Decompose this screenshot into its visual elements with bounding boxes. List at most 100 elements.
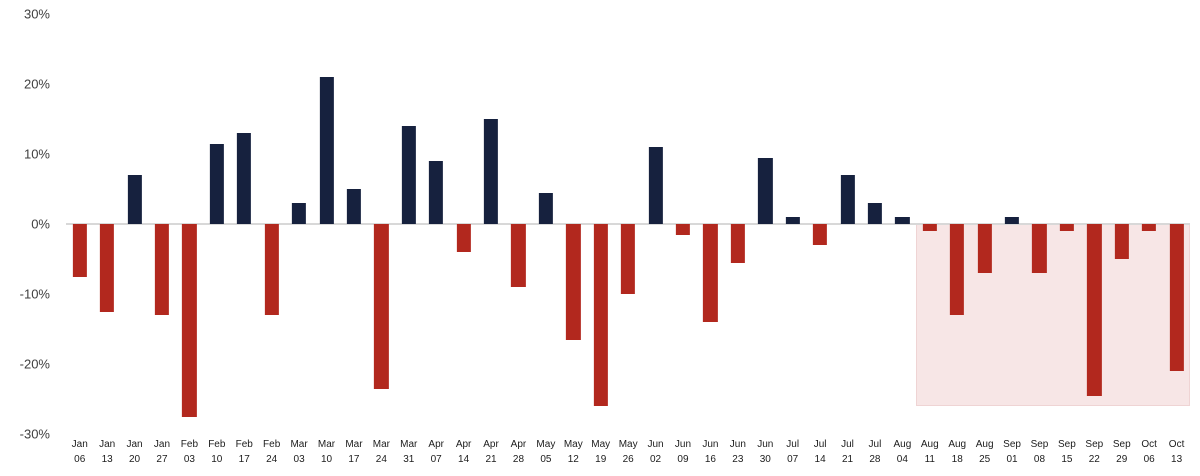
y-tick-label: 20% — [23, 76, 50, 92]
x-tick-label: Sep 22 — [1085, 439, 1104, 465]
bar — [1169, 224, 1184, 371]
bars — [66, 14, 1190, 434]
x-tick-label: May 05 — [536, 439, 556, 465]
bar — [374, 224, 389, 389]
bar-cell — [806, 14, 833, 434]
bar-cell — [121, 14, 148, 434]
bar-cell — [1163, 14, 1190, 434]
plot-area — [66, 14, 1190, 434]
bar-cell — [66, 14, 93, 434]
bar-cell — [834, 14, 861, 434]
bar — [237, 133, 252, 224]
bar-cell — [779, 14, 806, 434]
bar-cell — [642, 14, 669, 434]
bar-cell — [587, 14, 614, 434]
bar — [1087, 224, 1102, 396]
x-tick-label: Sep 01 — [1003, 439, 1021, 465]
x-tick-label: Aug 25 — [975, 439, 994, 465]
bar-cell — [258, 14, 285, 434]
bar — [1142, 224, 1157, 231]
bar — [1114, 224, 1129, 259]
bar-cell — [889, 14, 916, 434]
bar-cell — [450, 14, 477, 434]
x-tick-label: Jun 09 — [674, 439, 692, 465]
bar-cell — [368, 14, 395, 434]
y-tick-label: 0% — [31, 216, 50, 232]
y-tick-label: -30% — [19, 426, 50, 442]
x-tick-label: May 26 — [618, 439, 638, 465]
x-tick-label: May 19 — [591, 439, 611, 465]
x-tick-label: Jan 13 — [99, 439, 116, 465]
bar — [621, 224, 636, 294]
bar — [867, 203, 883, 224]
x-tick-label: Jan 20 — [126, 439, 143, 465]
bar-cell — [560, 14, 587, 434]
bar — [895, 217, 910, 224]
x-tick-label: Feb 24 — [263, 439, 281, 465]
x-tick-label: Apr 21 — [483, 439, 499, 465]
x-tick-label: Jan 27 — [153, 439, 171, 465]
bar — [977, 224, 992, 273]
x-tick-label: Mar 10 — [317, 439, 336, 465]
bar — [703, 224, 718, 322]
y-tick-label: 30% — [23, 6, 50, 22]
bar-cell — [861, 14, 888, 434]
y-tick-label: -10% — [19, 286, 50, 302]
x-tick-label: Mar 24 — [372, 439, 390, 465]
x-tick-label: Feb 17 — [235, 439, 253, 465]
bar — [127, 175, 142, 224]
bar — [182, 224, 197, 417]
bar-cell — [724, 14, 751, 434]
bar — [675, 224, 691, 235]
bar-cell — [148, 14, 175, 434]
x-tick-label: Apr 07 — [428, 439, 444, 465]
bar — [538, 192, 553, 224]
x-tick-label: Sep 15 — [1058, 439, 1076, 465]
bar-cell — [752, 14, 779, 434]
x-tick-label: Aug 04 — [893, 439, 912, 465]
x-tick-label: Sep 08 — [1030, 439, 1049, 465]
bar — [401, 126, 416, 224]
bar — [209, 143, 224, 224]
bar-cell — [203, 14, 230, 434]
bar — [1004, 217, 1020, 224]
bar-cell — [614, 14, 641, 434]
x-tick-label: May 12 — [563, 439, 583, 465]
x-tick-label: Jul 07 — [786, 439, 800, 465]
bar — [566, 224, 581, 340]
bar — [730, 224, 745, 263]
x-tick-label: Jul 14 — [813, 439, 827, 465]
bar-cell — [285, 14, 312, 434]
bar-cell — [1081, 14, 1108, 434]
bar — [648, 147, 663, 224]
bar-cell — [313, 14, 340, 434]
x-axis: Jan 06 Jan 13 Jan 20 Jan 27 Feb 03 Feb 10 Feb 17 Feb 24… — [66, 438, 1190, 467]
x-tick-label: Jul 21 — [841, 439, 854, 465]
bar — [511, 224, 526, 287]
bar-cell — [340, 14, 367, 434]
x-tick-label: Jun 02 — [647, 439, 664, 465]
bar — [950, 224, 965, 315]
x-tick-label: Jun 23 — [729, 439, 746, 465]
x-tick-label: Mar 03 — [290, 439, 308, 465]
x-tick-label: Aug 11 — [920, 439, 939, 465]
bar-cell — [176, 14, 203, 434]
bar — [319, 77, 334, 224]
x-tick-label: Oct 13 — [1168, 439, 1185, 465]
bar-cell — [916, 14, 943, 434]
x-tick-label: Aug 18 — [948, 439, 967, 465]
bar-cell — [505, 14, 532, 434]
bar-cell — [231, 14, 258, 434]
x-tick-label: Feb 10 — [208, 439, 226, 465]
bar-cell — [422, 14, 449, 434]
bar — [429, 161, 444, 224]
bar — [1059, 224, 1075, 231]
bar — [812, 224, 828, 245]
bar — [1032, 224, 1047, 273]
bar — [456, 224, 471, 252]
bar — [922, 224, 937, 231]
bar — [483, 119, 499, 224]
bar-cell — [532, 14, 559, 434]
bar-cell — [1053, 14, 1080, 434]
